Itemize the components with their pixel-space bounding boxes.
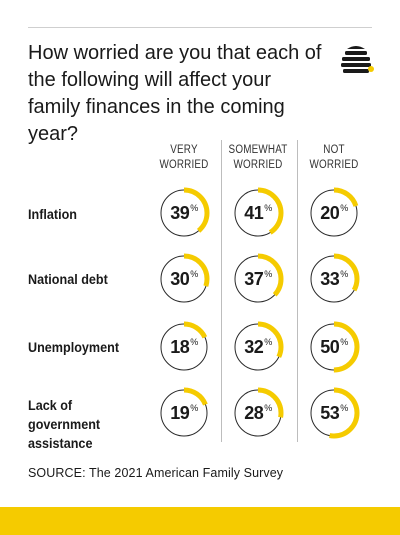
row-label-lack-of-government-assistance: Lack of government assistance — [28, 397, 101, 451]
donut-ring-not-worried — [308, 387, 360, 439]
column-header-not-worried: NOT WORRIED — [309, 144, 359, 171]
value-label: 18% — [170, 336, 198, 357]
bottom-accent-band — [0, 507, 400, 535]
chart-title: How worried are you that each of the fol… — [28, 42, 322, 145]
source-note: SOURCE: The 2021 American Family Survey — [28, 466, 284, 480]
beehive-icon — [341, 46, 374, 73]
value-label: 19% — [170, 402, 198, 423]
value-label: 32% — [244, 336, 272, 357]
value-arc — [308, 387, 360, 439]
column-divider — [297, 140, 298, 442]
value-label: 33% — [320, 268, 348, 289]
column-header-somewhat-worried: SOMEWHAT WORRIED — [228, 144, 288, 171]
donut-ring-somewhat-worried — [232, 387, 284, 439]
donut-ring-very-worried — [158, 321, 210, 373]
value-arc — [308, 321, 360, 373]
row-label-national-debt: National debt — [28, 271, 108, 287]
value-arc — [158, 253, 210, 305]
donut-ring-not-worried — [308, 253, 360, 305]
value-arc — [158, 187, 210, 239]
value-label: 39% — [170, 202, 198, 223]
top-rule — [28, 27, 372, 28]
value-arc — [308, 253, 360, 305]
value-label: 37% — [244, 268, 272, 289]
value-label: 28% — [244, 402, 272, 423]
donut-ring-not-worried — [308, 187, 360, 239]
donut-ring-very-worried — [158, 187, 210, 239]
value-arc — [232, 387, 284, 439]
row-label-inflation: Inflation — [28, 206, 77, 222]
value-arc — [232, 253, 284, 305]
donut-ring-not-worried — [308, 321, 360, 373]
donut-ring-somewhat-worried — [232, 321, 284, 373]
value-arc — [232, 187, 284, 239]
donut-ring-somewhat-worried — [232, 187, 284, 239]
column-divider — [221, 140, 222, 442]
donut-ring-very-worried — [158, 387, 210, 439]
value-arc — [158, 387, 210, 439]
value-arc — [232, 321, 284, 373]
column-header-very-worried: VERY WORRIED — [159, 144, 209, 171]
donut-ring-very-worried — [158, 253, 210, 305]
value-label: 53% — [320, 402, 348, 423]
value-label: 20% — [320, 202, 348, 223]
value-label: 50% — [320, 336, 348, 357]
value-label: 41% — [244, 202, 272, 223]
donut-ring-somewhat-worried — [232, 253, 284, 305]
value-arc — [158, 321, 210, 373]
row-label-unemployment: Unemployment — [28, 339, 120, 355]
value-label: 30% — [170, 268, 198, 289]
value-arc — [308, 187, 360, 239]
